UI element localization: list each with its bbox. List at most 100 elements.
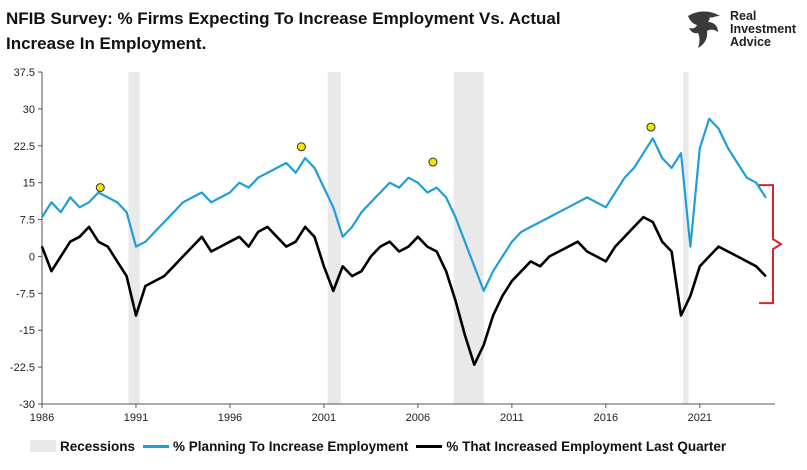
series-1-point-10 bbox=[135, 314, 137, 317]
series-1-point-45 bbox=[464, 334, 466, 336]
series-1-point-70 bbox=[699, 265, 701, 268]
series-0-point-73 bbox=[727, 147, 729, 150]
legend-item-recessions: Recessions bbox=[30, 439, 135, 454]
series-1-point-22 bbox=[247, 245, 250, 248]
series-1-point-32 bbox=[341, 265, 344, 268]
series-0-point-5 bbox=[88, 201, 90, 204]
y-tick-label-8: -22.5 bbox=[10, 362, 35, 374]
series-0-point-68 bbox=[680, 152, 682, 154]
series-1-point-3 bbox=[69, 240, 71, 243]
brand-logo: Real Investment Advice bbox=[684, 8, 804, 52]
series-0-point-49 bbox=[501, 255, 504, 258]
series-1-point-17 bbox=[200, 235, 203, 238]
y-tick-label-0: 37.5 bbox=[14, 67, 35, 79]
series-1-point-59 bbox=[595, 255, 598, 258]
series-0-point-9 bbox=[125, 211, 128, 213]
series-0-point-7 bbox=[106, 196, 109, 199]
series-0-point-57 bbox=[576, 201, 579, 204]
series-1-point-30 bbox=[323, 265, 325, 268]
series-0-point-17 bbox=[200, 191, 203, 194]
series-1-point-47 bbox=[482, 344, 485, 346]
chart-title-line-1: NFIB Survey: % Firms Expecting To Increa… bbox=[6, 9, 561, 28]
series-1-point-38 bbox=[398, 250, 400, 253]
series-1-point-44 bbox=[454, 299, 457, 302]
series-0-point-46 bbox=[473, 265, 476, 268]
series-0-point-67 bbox=[670, 167, 673, 169]
series-0-point-22 bbox=[247, 186, 250, 189]
series-1-point-71 bbox=[708, 255, 711, 258]
series-1-point-46 bbox=[473, 363, 476, 366]
series-0-point-21 bbox=[238, 181, 241, 184]
series-1-point-76 bbox=[755, 265, 758, 268]
series-0-point-2 bbox=[59, 211, 62, 213]
series-1-point-49 bbox=[501, 294, 504, 297]
series-1-point-56 bbox=[567, 245, 570, 248]
series-0-point-66 bbox=[661, 157, 664, 159]
series-1-point-26 bbox=[285, 245, 288, 248]
series-0-point-64 bbox=[642, 152, 645, 154]
y-tick-label-3: 15 bbox=[23, 178, 35, 190]
recession-band-1 bbox=[327, 72, 341, 404]
x-tick-label-2: 1996 bbox=[218, 412, 242, 424]
series-0-point-29 bbox=[313, 167, 316, 169]
series-0-point-4 bbox=[78, 206, 81, 209]
series-0-point-44 bbox=[454, 216, 457, 218]
series-1-point-54 bbox=[548, 255, 551, 258]
series-1-point-23 bbox=[257, 231, 259, 233]
series-1-point-72 bbox=[717, 245, 720, 248]
series-0-point-33 bbox=[351, 226, 353, 228]
series-0-point-16 bbox=[191, 196, 194, 199]
series-0-point-27 bbox=[294, 172, 297, 174]
series-0-point-26 bbox=[285, 162, 288, 164]
legend-swatch-planning bbox=[143, 444, 170, 448]
x-tick-label-4: 2006 bbox=[406, 412, 430, 424]
series-1-point-39 bbox=[407, 245, 410, 248]
series-1-point-37 bbox=[388, 240, 391, 243]
brand-name: Real Investment Advice bbox=[730, 10, 796, 49]
series-1-point-29 bbox=[313, 235, 316, 238]
series-0-point-15 bbox=[182, 201, 184, 204]
legend: Recessions % Planning To Increase Employ… bbox=[30, 436, 734, 456]
series-1-point-31 bbox=[332, 290, 335, 292]
legend-swatch-increased bbox=[416, 444, 443, 448]
series-1-point-24 bbox=[266, 226, 269, 228]
series-1-point-64 bbox=[642, 216, 645, 218]
series-1-point-66 bbox=[661, 240, 664, 243]
series-0-point-74 bbox=[736, 162, 739, 164]
series-0-point-70 bbox=[699, 147, 701, 150]
series-0-point-6 bbox=[97, 191, 100, 194]
series-1-point-4 bbox=[78, 235, 81, 238]
series-0-point-20 bbox=[229, 191, 231, 194]
legend-swatch-recessions bbox=[30, 440, 56, 452]
series-1-point-65 bbox=[652, 221, 654, 223]
series-0-point-19 bbox=[219, 196, 222, 199]
y-tick-label-4: 7.5 bbox=[20, 215, 35, 227]
series-0-point-58 bbox=[586, 196, 588, 199]
series-0-point-30 bbox=[323, 186, 325, 189]
series-1-point-61 bbox=[614, 245, 617, 248]
series-0-point-43 bbox=[445, 196, 447, 199]
x-tick-label-0: 1986 bbox=[30, 412, 54, 424]
series-0-point-13 bbox=[163, 221, 165, 223]
series-0-point-50 bbox=[511, 240, 513, 243]
series-1-point-33 bbox=[351, 275, 353, 277]
series-1-point-69 bbox=[689, 294, 692, 297]
series-1-point-27 bbox=[294, 240, 297, 243]
series-1-point-19 bbox=[219, 245, 222, 248]
series-0-point-75 bbox=[746, 176, 748, 179]
series-0-point-54 bbox=[548, 216, 551, 218]
series-1-point-13 bbox=[163, 275, 165, 277]
y-tick-label-9: -30 bbox=[19, 399, 35, 411]
x-tick-label-3: 2001 bbox=[312, 412, 336, 424]
series-0-point-12 bbox=[153, 231, 156, 233]
series-1-point-68 bbox=[680, 314, 682, 317]
series-0-point-38 bbox=[398, 186, 400, 189]
brand-line-3: Advice bbox=[730, 35, 771, 49]
y-tick-label-7: -15 bbox=[19, 325, 35, 337]
series-1-point-50 bbox=[511, 280, 513, 282]
series-0-point-71 bbox=[708, 117, 711, 120]
series-1-point-18 bbox=[210, 250, 212, 253]
series-1-point-77 bbox=[764, 275, 767, 277]
series-0-point-69 bbox=[689, 245, 692, 248]
